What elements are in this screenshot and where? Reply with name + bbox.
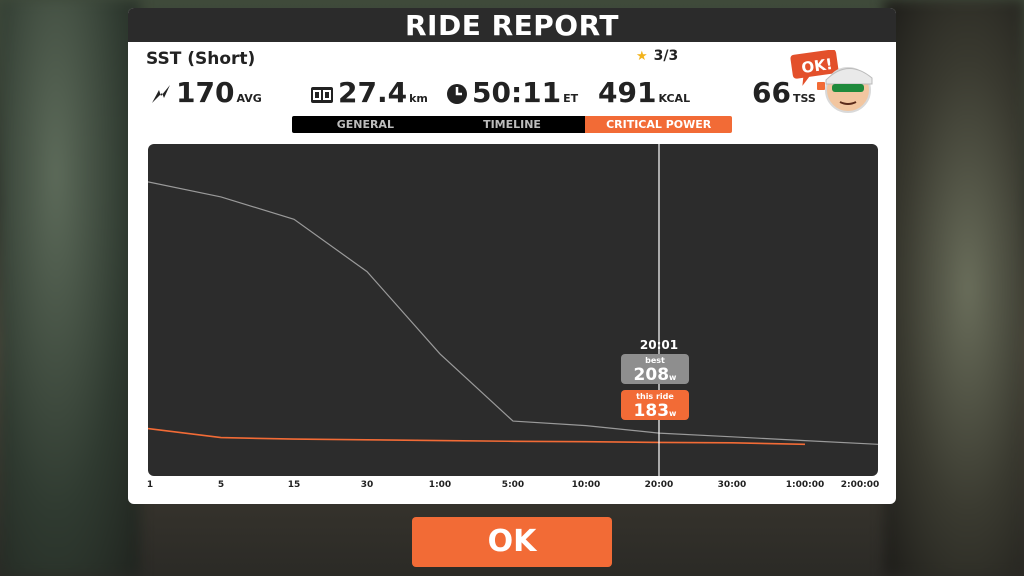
power-bolt-icon: [150, 83, 172, 105]
this-ride-value: 183: [633, 401, 670, 421]
odometer-icon: [310, 85, 334, 105]
workout-name: SST (Short): [146, 49, 256, 69]
rider-avatar: OK!: [788, 49, 884, 118]
ride-report-panel: RIDE REPORT SST (Short) ★ 3/3 170 AVG 27.…: [128, 8, 896, 504]
x-tick-label: 10:00: [571, 480, 601, 490]
distance-unit: km: [409, 92, 428, 105]
report-tabs: GENERAL TIMELINE CRITICAL POWER: [292, 116, 733, 133]
x-tick-label: 15: [287, 480, 301, 490]
ok-button[interactable]: OK: [412, 517, 612, 567]
best-label: best: [645, 356, 665, 365]
x-tick-label: 1:00:00: [785, 480, 825, 490]
tss-unit: TSS: [792, 92, 816, 105]
calories-unit: KCAL: [658, 92, 691, 105]
chart-svg: [148, 144, 878, 476]
rating-value: 3/3: [653, 48, 679, 64]
x-tick-label: 2:00:00: [840, 480, 880, 490]
avg-power-unit: AVG: [236, 92, 262, 105]
series-line-best: [148, 181, 878, 445]
best-unit: w: [669, 373, 677, 382]
this-ride-unit: w: [669, 409, 677, 418]
tab-timeline[interactable]: TIMELINE: [438, 116, 586, 133]
critical-power-chart[interactable]: [148, 144, 878, 476]
workout-rating: ★ 3/3: [636, 48, 678, 64]
stat-distance: 27.4 km: [310, 74, 428, 108]
best-power-badge: best 208w: [621, 354, 689, 384]
clock-icon: [446, 83, 468, 105]
x-tick-label: 5:00: [501, 480, 525, 490]
tab-general[interactable]: GENERAL: [292, 116, 439, 133]
stat-avg-power: 170 AVG: [150, 74, 262, 108]
this-ride-power-badge: this ride 183w: [621, 390, 689, 420]
panel-title: RIDE REPORT: [404, 9, 619, 42]
elapsed-time-value: 50:11: [472, 76, 562, 109]
x-tick-label: 30: [360, 480, 374, 490]
x-tick-label: 1: [146, 480, 154, 490]
stat-calories: 491 KCAL: [598, 74, 690, 108]
star-icon: ★: [636, 49, 648, 64]
x-tick-label: 20:00: [644, 480, 674, 490]
calories-value: 491: [598, 76, 657, 109]
background-left: [0, 0, 140, 576]
tab-critical-power[interactable]: CRITICAL POWER: [585, 116, 733, 133]
distance-value: 27.4: [338, 76, 408, 109]
tss-value: 66: [752, 76, 791, 109]
x-tick-label: 30:00: [717, 480, 747, 490]
x-tick-label: 1:00: [428, 480, 452, 490]
x-tick-label: 5: [217, 480, 225, 490]
best-value: 208: [633, 365, 670, 385]
elapsed-time-unit: ET: [563, 92, 579, 105]
panel-header: RIDE REPORT: [128, 8, 896, 42]
info-icon[interactable]: [816, 82, 825, 90]
this-ride-label: this ride: [636, 392, 674, 401]
background-right: [884, 0, 1024, 576]
cursor-time: 20:01: [639, 338, 679, 352]
series-line-this-ride: [148, 427, 806, 446]
avg-power-value: 170: [176, 76, 235, 109]
stat-tss: 66 TSS: [752, 74, 825, 108]
stat-elapsed-time: 50:11 ET: [446, 74, 578, 108]
